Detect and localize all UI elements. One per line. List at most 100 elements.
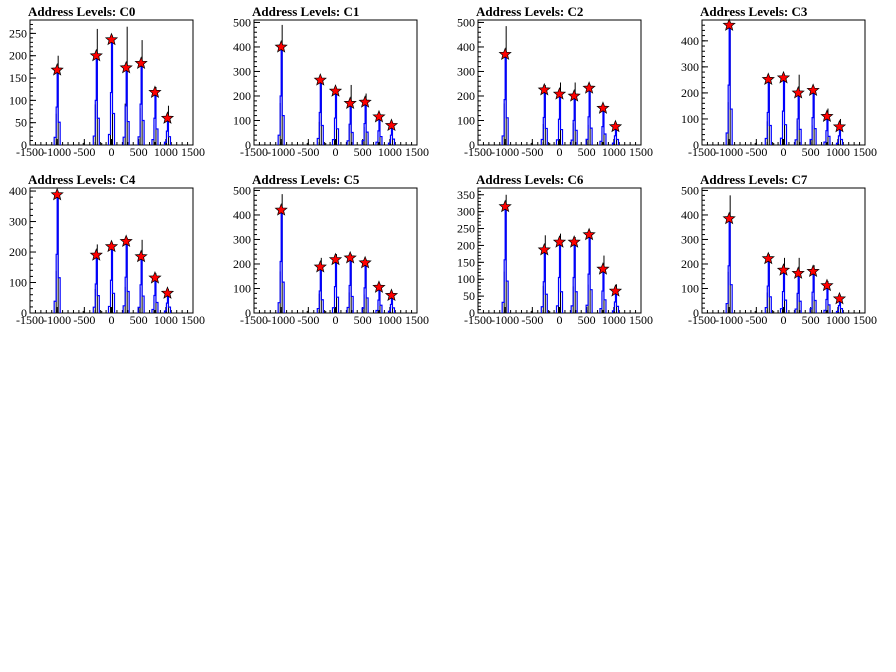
blue-peak [570,95,578,145]
panel-c0: Address Levels: C0 0 50 100 150 200 250 -1500 -1… [9,4,205,159]
x-tick-label: -1000 [267,145,295,159]
star-marker [372,280,386,293]
y-tick-label: 150 [9,71,27,85]
y-tick-label: 200 [681,257,699,271]
y-tick-label: 0 [245,306,251,320]
star-marker [328,252,343,266]
blue-peak [163,116,172,145]
blue-peak [331,90,340,145]
star-marker [761,251,775,265]
x-tick-label: 1000 [826,313,850,327]
y-tick-label: 400 [681,34,699,48]
x-tick-label: 1000 [378,145,402,159]
y-tick-label: 400 [9,184,27,198]
x-tick-label: 0 [109,145,115,159]
x-tick-label: -1000 [491,313,519,327]
y-tick-label: 400 [681,208,699,222]
y-tick-label: 300 [457,205,475,219]
y-tick-label: 100 [233,113,251,127]
star-marker [791,266,805,279]
panel-c2: Address Levels: C20100200300400500-1500-… [457,4,653,159]
chart-title: Address Levels: C2 [476,4,583,19]
panel-c1: Address Levels: C10100200300400500-1500-… [233,4,429,159]
blue-peak [122,240,130,313]
x-tick-label: 1500 [853,313,877,327]
x-tick-label: 1500 [181,313,205,327]
star-marker [791,85,805,99]
y-tick-label: 50 [15,116,27,130]
panel-c7: Address Levels: C70100200300400500-1500-… [681,172,877,327]
chart-title: Address Levels: C0 [28,4,135,19]
blue-peak [540,249,548,313]
x-tick-label: -500 [297,145,319,159]
y-tick-label: 250 [457,222,475,236]
star-marker [832,119,847,133]
y-tick-label: 300 [681,232,699,246]
y-tick-label: 100 [457,272,475,286]
star-marker [160,286,175,299]
blue-peak [779,269,788,313]
y-tick-label: 300 [233,232,251,246]
y-tick-label: 300 [9,215,27,229]
star-marker [384,288,399,301]
blue-peak [725,24,733,145]
y-tick-label: 100 [681,112,699,126]
chart-title: Address Levels: C4 [28,172,136,187]
star-marker [776,70,791,84]
x-tick-label: 500 [130,145,148,159]
chart-title: Address Levels: C1 [252,4,359,19]
y-tick-label: 200 [9,49,27,63]
star-marker [832,291,847,305]
x-tick-label: 1000 [154,145,178,159]
x-tick-label: 0 [557,145,563,159]
x-tick-label: 500 [578,145,596,159]
x-tick-label: -1500 [464,145,492,159]
y-tick-label: 100 [233,281,251,295]
blue-peak [92,254,100,313]
x-tick-label: -500 [521,313,543,327]
y-tick-label: 200 [9,245,27,259]
x-tick-label: -1000 [715,313,743,327]
star-marker [806,264,820,277]
star-marker [372,109,386,123]
star-marker [722,18,736,31]
star-marker [358,95,372,108]
x-tick-label: 1500 [405,145,429,159]
x-tick-label: 1000 [378,313,402,327]
blue-peak [346,102,354,145]
star-marker [537,242,551,256]
star-marker [567,235,581,248]
y-tick-label: 200 [457,89,475,103]
x-tick-label: 1500 [629,145,653,159]
x-tick-label: 0 [781,145,787,159]
y-tick-label: 200 [233,257,251,271]
y-tick-label: 250 [9,26,27,40]
x-tick-label: -500 [745,313,767,327]
panel-c3: Address Levels: C3 0 100 200 300 400 -1500 -100… [681,4,877,159]
x-tick-label: 0 [109,313,115,327]
blue-peak [794,273,802,313]
chart-title: Address Levels: C3 [700,4,808,19]
star-marker [50,63,64,76]
star-marker [608,284,623,297]
y-tick-label: 0 [693,306,699,320]
blue-peak [823,115,831,145]
blue-peak [53,195,61,313]
blue-peak [835,126,844,145]
blue-peak [346,257,354,313]
x-tick-label: -1000 [715,145,743,159]
star-marker [552,235,567,248]
blue-peak [151,90,159,145]
star-marker [582,81,596,94]
star-marker [148,270,162,284]
y-tick-label: 400 [233,208,251,222]
blue-peak [570,241,578,313]
blue-peak [137,62,145,145]
x-tick-label: 0 [333,145,339,159]
star-marker [608,119,623,133]
blue-peak [375,286,383,313]
blue-peak [585,88,593,145]
star-marker [384,118,399,132]
x-tick-label: 1000 [602,145,626,159]
